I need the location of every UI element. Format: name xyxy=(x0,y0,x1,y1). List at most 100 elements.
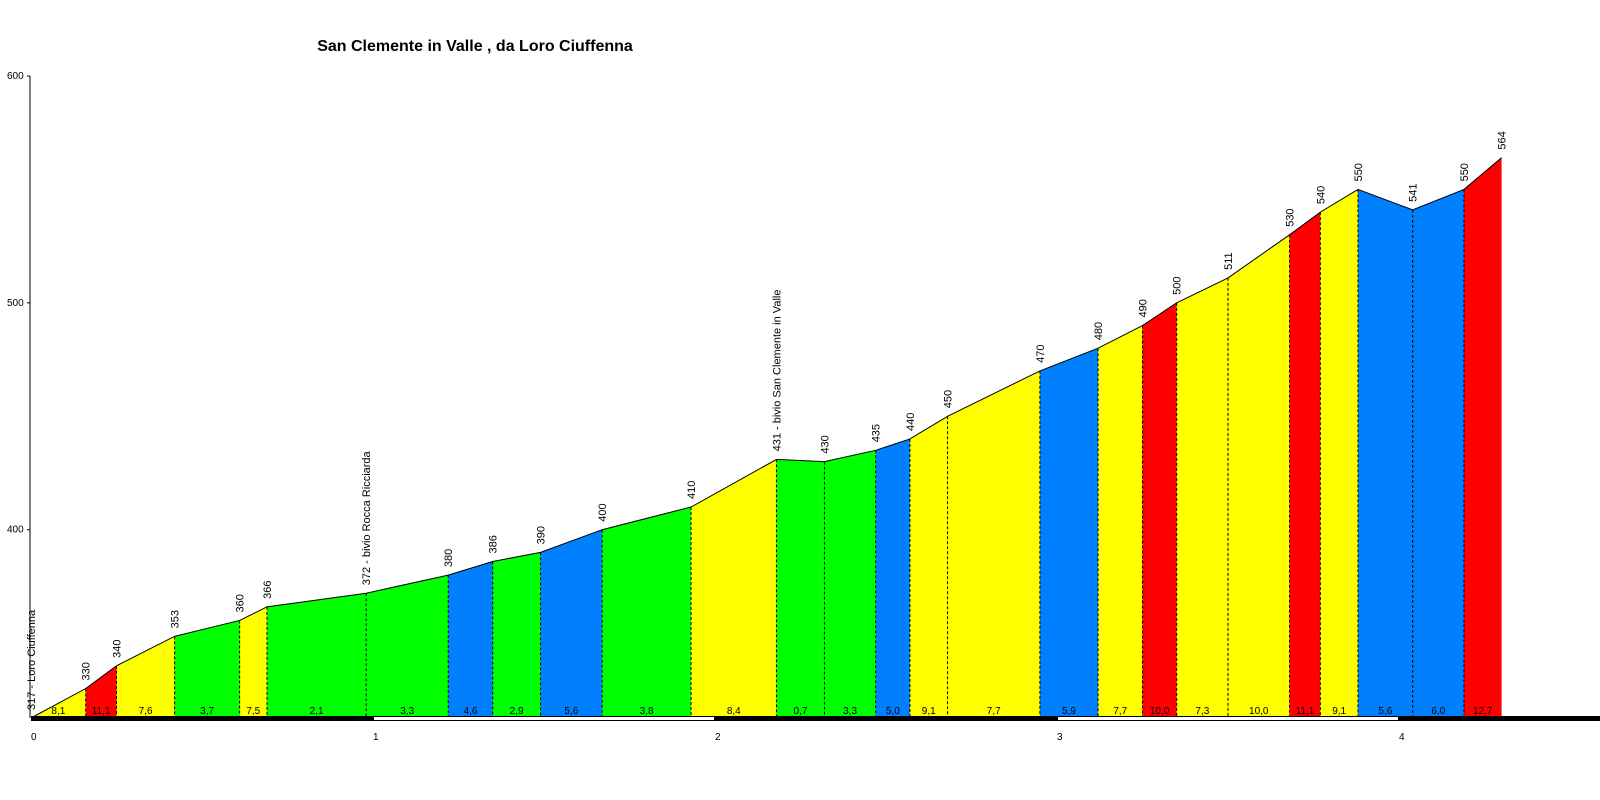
segment-area xyxy=(947,370,1040,718)
profile-line xyxy=(30,157,1502,719)
grade-label: 10,0 xyxy=(1249,706,1269,717)
segment-area xyxy=(116,636,175,718)
segment-area xyxy=(1176,277,1228,718)
elevation-label: 540 xyxy=(1315,186,1327,204)
y-tick-label: 500 xyxy=(7,298,24,309)
segment-area xyxy=(448,561,493,718)
elevation-label: 380 xyxy=(443,549,455,567)
elevation-label: 511 xyxy=(1223,252,1235,270)
segment-area xyxy=(824,450,876,718)
segment-area xyxy=(366,575,449,718)
segment-area xyxy=(602,507,692,718)
segment-area xyxy=(1412,189,1464,719)
elevation-label: 353 xyxy=(170,610,182,628)
elevation-label: 450 xyxy=(943,390,955,408)
elevation-label: 340 xyxy=(112,639,124,657)
elevation-label: 317 - Loro Ciuffenna xyxy=(26,609,38,710)
elevation-label: 541 xyxy=(1408,183,1420,201)
segment-dividers xyxy=(85,189,1465,718)
elevation-label: 386 xyxy=(488,535,500,553)
elevation-label: 360 xyxy=(235,594,247,612)
segment-areas xyxy=(31,157,1502,719)
x-axis-bar-gap xyxy=(374,717,714,720)
elevation-label: 400 xyxy=(597,503,609,521)
segment-area xyxy=(1142,302,1177,718)
elevation-label: 550 xyxy=(1353,163,1365,181)
chart-title: San Clemente in Valle , da Loro Ciuffenn… xyxy=(317,38,633,55)
x-tick-label: 2 xyxy=(715,732,721,743)
grade-label: 7,6 xyxy=(139,706,153,717)
segment-area xyxy=(776,459,825,718)
elevation-label: 372 - bivio Rocca Ricciarda xyxy=(361,450,373,585)
grade-label: 5,6 xyxy=(564,706,578,717)
elevation-label: 430 xyxy=(819,435,831,453)
elevation-label: 480 xyxy=(1093,322,1105,340)
grade-label: 11,1 xyxy=(92,706,111,717)
grade-label: 5,0 xyxy=(886,706,900,717)
x-axis-bar-gap xyxy=(1058,717,1398,720)
elevation-label: 500 xyxy=(1172,276,1184,294)
grade-label: 3,7 xyxy=(200,706,214,717)
x-tick-label: 0 xyxy=(31,732,37,743)
grade-label: 4,6 xyxy=(464,706,478,717)
grade-label: 12,7 xyxy=(1473,706,1493,717)
elevation-label: 490 xyxy=(1138,299,1150,317)
segment-area xyxy=(1039,348,1099,718)
axes: 400 500 600 0 1 2 3 4 xyxy=(7,71,1600,743)
x-tick-label: 3 xyxy=(1057,732,1063,743)
segment-area xyxy=(266,593,367,718)
elevation-label: 550 xyxy=(1459,163,1471,181)
segment-area xyxy=(909,416,948,718)
grade-label: 2,9 xyxy=(510,706,524,717)
grade-label: 2,1 xyxy=(310,706,324,717)
elevation-label: 435 xyxy=(871,424,883,442)
segment-area xyxy=(691,459,777,718)
grade-label: 7,7 xyxy=(1113,706,1127,717)
elevation-label: 390 xyxy=(536,526,548,544)
grade-label: 7,5 xyxy=(246,706,260,717)
y-tick-label: 600 xyxy=(7,71,24,82)
elevation-label: 431 - bivio San Clemente in Valle xyxy=(772,290,784,452)
elevation-label: 564 xyxy=(1497,131,1509,149)
grade-label: 10,0 xyxy=(1150,706,1170,717)
elevation-label: 440 xyxy=(905,413,917,431)
grade-label: 3,3 xyxy=(843,706,857,717)
grade-label: 5,6 xyxy=(1378,706,1392,717)
segment-area xyxy=(1228,234,1290,718)
segment-area xyxy=(875,438,910,718)
x-tick-label: 4 xyxy=(1399,732,1405,743)
segment-area xyxy=(492,552,541,718)
grade-label: 0,7 xyxy=(794,706,808,717)
segment-area xyxy=(85,665,117,718)
grade-labels: 8,1 11,1 7,6 3,7 7,5 2,1 3,3 4,6 2,9 5,6 3,8 8,4 0,7… xyxy=(51,706,1493,717)
grade-label: 9,1 xyxy=(922,706,936,717)
grade-label: 7,3 xyxy=(1195,706,1209,717)
grade-label: 8,1 xyxy=(51,706,65,717)
elevation-label: 330 xyxy=(81,662,93,680)
segment-area xyxy=(1463,157,1502,718)
grade-label: 6,0 xyxy=(1431,706,1445,717)
x-axis-bar xyxy=(31,716,1600,721)
segment-area xyxy=(1357,189,1413,719)
segment-area xyxy=(174,620,240,718)
elevation-label: 530 xyxy=(1285,208,1297,226)
elevation-label: 470 xyxy=(1035,345,1047,363)
grade-label: 5,9 xyxy=(1062,706,1076,717)
elevation-label: 410 xyxy=(686,481,698,499)
elevation-label: 366 xyxy=(262,580,274,598)
segment-area xyxy=(1320,189,1358,719)
grade-label: 3,3 xyxy=(400,706,414,717)
grade-label: 3,8 xyxy=(640,706,654,717)
grade-label: 7,7 xyxy=(987,706,1001,717)
segment-area xyxy=(1098,325,1143,718)
y-tick-label: 400 xyxy=(7,525,24,536)
segment-area xyxy=(1289,212,1321,718)
elevation-labels: 317 - Loro Ciuffenna 330 340 353 360 366 372 -… xyxy=(26,131,1509,710)
segment-area xyxy=(239,606,267,718)
grade-label: 11,1 xyxy=(1296,706,1315,717)
x-tick-label: 1 xyxy=(373,732,379,743)
grade-label: 9,1 xyxy=(1332,706,1346,717)
grade-label: 8,4 xyxy=(727,706,741,717)
segment-area xyxy=(540,529,603,718)
